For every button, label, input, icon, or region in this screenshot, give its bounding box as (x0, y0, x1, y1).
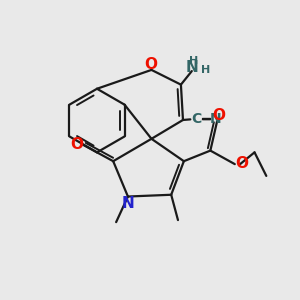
Text: H: H (189, 56, 198, 66)
Text: N: N (210, 112, 221, 126)
Text: O: O (144, 57, 158, 72)
Text: O: O (212, 108, 225, 123)
Text: O: O (70, 136, 83, 152)
Text: N: N (122, 196, 134, 211)
Text: N: N (185, 60, 198, 75)
Text: H: H (201, 65, 210, 76)
Text: O: O (235, 156, 248, 171)
Text: C: C (192, 112, 202, 126)
